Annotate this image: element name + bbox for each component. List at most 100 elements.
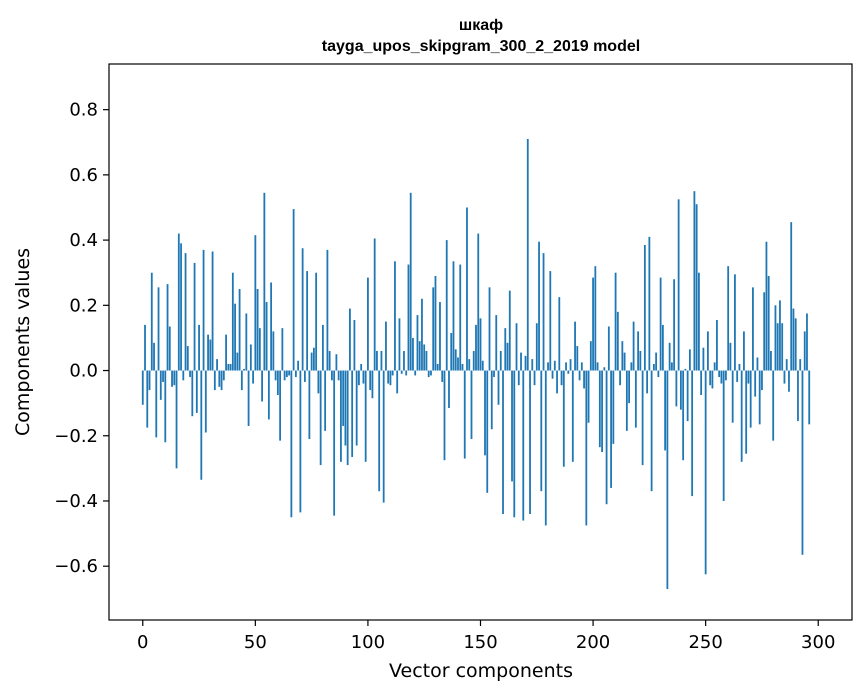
bar [279, 370, 282, 441]
bar [326, 249, 329, 371]
bar [403, 350, 405, 371]
x-tick-label: 150 [463, 632, 497, 653]
bar [270, 282, 273, 371]
bar [344, 370, 347, 446]
bar [319, 370, 322, 466]
bar [686, 370, 689, 422]
bar [439, 302, 441, 371]
bar [488, 287, 491, 371]
bar [709, 370, 712, 386]
bar [396, 370, 399, 394]
bar [243, 368, 245, 371]
bar [668, 342, 671, 371]
bar [578, 370, 581, 381]
bar [734, 274, 736, 371]
bar [432, 287, 435, 371]
bar [704, 370, 707, 575]
bar [353, 319, 356, 371]
bar [770, 350, 772, 371]
bar [533, 370, 536, 386]
bar [141, 370, 144, 405]
bar [562, 370, 565, 467]
bar [544, 370, 547, 526]
bar [337, 370, 340, 381]
bar [806, 313, 808, 371]
bar [385, 321, 387, 371]
bar [299, 370, 302, 513]
bar [565, 362, 567, 371]
bar [362, 370, 365, 384]
bar [553, 360, 556, 371]
bar [240, 370, 243, 391]
chart-title: шкаф [459, 17, 503, 34]
bar [749, 370, 752, 428]
bar [191, 370, 194, 417]
bar [175, 370, 178, 469]
bar [781, 323, 784, 371]
bar [150, 272, 153, 371]
bar [535, 323, 538, 371]
bar [502, 370, 504, 515]
bar [664, 370, 667, 451]
bar [272, 331, 275, 371]
bar [511, 370, 513, 482]
bar [783, 370, 786, 384]
bar [378, 370, 381, 492]
bar [637, 331, 640, 371]
bar [621, 341, 624, 371]
bar [434, 275, 437, 371]
bar [427, 370, 430, 378]
bar [797, 370, 799, 422]
bar [610, 370, 612, 488]
bar [589, 341, 592, 371]
bar [234, 303, 236, 371]
bar [673, 279, 676, 371]
bar [461, 364, 464, 371]
bar [297, 360, 300, 371]
bar [331, 370, 333, 381]
y-axis-label: Components values [12, 248, 34, 436]
bar [333, 370, 336, 516]
bar [767, 275, 770, 371]
bar [202, 249, 205, 371]
bar [258, 328, 261, 371]
bar [204, 370, 207, 433]
bar [423, 344, 426, 371]
bar [801, 370, 804, 555]
bar [457, 357, 459, 371]
bar [691, 370, 694, 497]
bar [317, 370, 320, 394]
bar [634, 370, 637, 428]
bar [324, 370, 327, 431]
bar [281, 328, 284, 371]
bar [779, 300, 781, 371]
bar [632, 321, 635, 371]
bar [288, 370, 291, 376]
bar [477, 233, 480, 371]
bar [358, 370, 360, 386]
bar [688, 349, 691, 371]
bar [416, 315, 419, 371]
bar [596, 362, 599, 371]
bar [693, 191, 696, 371]
bar [650, 370, 653, 492]
bar [254, 235, 257, 371]
bar [261, 370, 263, 402]
bar [490, 370, 493, 430]
bar [249, 344, 252, 371]
bar [164, 370, 167, 443]
y-tick-label: 0.4 [69, 230, 98, 251]
bar [625, 370, 628, 431]
bar [752, 287, 754, 371]
bar [670, 362, 673, 371]
bar [808, 370, 811, 425]
bar [171, 370, 173, 387]
bar [340, 370, 342, 462]
bar [583, 370, 585, 389]
bar [659, 277, 662, 371]
bar [463, 370, 466, 459]
bar [630, 362, 633, 371]
bar [486, 370, 489, 493]
bar [267, 370, 270, 420]
bar [481, 360, 484, 371]
